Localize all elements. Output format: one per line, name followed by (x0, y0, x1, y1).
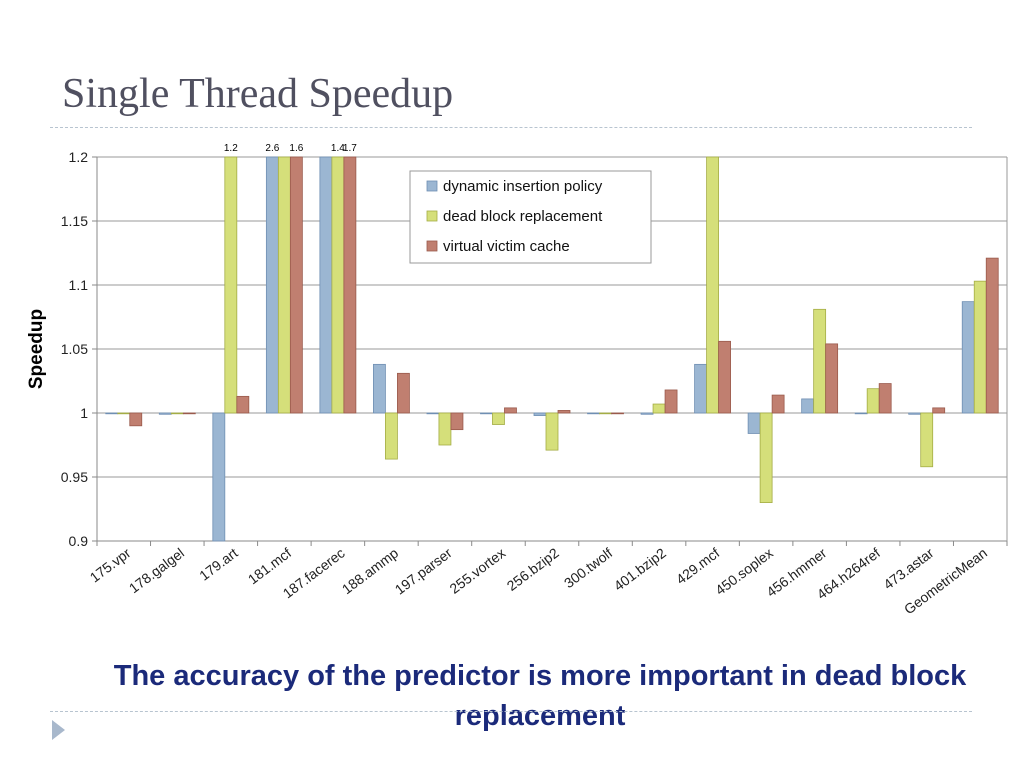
bar (373, 363, 386, 414)
bar (397, 372, 410, 414)
bar (801, 398, 815, 414)
bar (599, 412, 612, 415)
bar (587, 412, 600, 415)
bar (385, 412, 398, 460)
bar (771, 394, 785, 414)
x-tick-label: 179.art (196, 545, 241, 584)
bar (450, 412, 464, 431)
bar (343, 156, 357, 414)
legend-label: virtual victim cache (443, 238, 570, 255)
bar (438, 412, 452, 446)
x-tick-label: 429.mcf (673, 545, 722, 588)
x-tick-label: 256.bzip2 (504, 544, 562, 593)
bar (747, 412, 761, 434)
bar (985, 257, 999, 414)
bar (759, 412, 773, 503)
y-tick-label: 0.95 (61, 469, 88, 485)
legend-swatch (426, 180, 438, 192)
bar (611, 412, 624, 415)
bar (289, 156, 303, 414)
slide-caption: The accuracy of the predictor is more im… (113, 660, 967, 732)
y-tick-label: 1.1 (69, 277, 89, 293)
y-tick-label: 1 (80, 405, 88, 421)
footer-divider (50, 711, 972, 712)
data-label: 1.2 (224, 143, 238, 154)
bar (277, 156, 291, 414)
bar (504, 407, 517, 414)
bar (718, 340, 731, 414)
x-tick-label: 401.bzip2 (611, 544, 669, 593)
bar (265, 156, 279, 414)
bar (331, 156, 345, 414)
bar (557, 410, 571, 414)
x-tick-label: 188.ammp (339, 544, 402, 597)
bar (105, 412, 119, 415)
bar (932, 407, 946, 414)
slide-title: Single Thread Speedup (62, 71, 454, 117)
bar (426, 412, 440, 415)
bar (129, 412, 143, 427)
play-triangle-icon[interactable] (52, 720, 65, 740)
y-tick-label: 1.15 (61, 213, 88, 229)
bar (694, 363, 707, 414)
bar (545, 412, 559, 451)
legend-box (409, 170, 652, 264)
bar (866, 388, 880, 414)
bar (212, 412, 226, 542)
title-divider (50, 127, 972, 128)
data-label: 1.4 (331, 143, 345, 154)
y-tick-label: 1.2 (69, 149, 89, 165)
bar (813, 308, 827, 414)
legend-swatch (426, 240, 438, 252)
bar (973, 280, 987, 414)
data-label: 2.6 (265, 143, 279, 154)
x-tick-label: 181.mcf (245, 545, 294, 588)
bar (236, 395, 250, 414)
bar (878, 383, 892, 414)
bar (170, 412, 184, 415)
bar (825, 343, 839, 414)
x-tick-label: 175.vpr (87, 544, 134, 585)
bar (664, 389, 678, 414)
x-tick-label: 255.vortex (446, 545, 508, 597)
legend-label: dynamic insertion policy (443, 178, 603, 195)
y-axis-title: Speedup (26, 309, 47, 389)
y-tick-label: 1.05 (61, 341, 88, 357)
data-label: 1.6 (289, 143, 303, 154)
bar (117, 412, 131, 415)
bar (224, 156, 238, 414)
y-tick-label: 0.9 (69, 533, 89, 549)
x-tick-label: 300.twolf (561, 545, 615, 592)
bar (961, 301, 975, 414)
bar (908, 412, 922, 415)
legend-label: dead block replacement (443, 208, 603, 225)
bar (480, 412, 493, 415)
legend-swatch (426, 210, 438, 222)
x-tick-label: 197.parser (392, 544, 455, 597)
bar (854, 412, 868, 415)
bar (492, 412, 505, 425)
bar (182, 412, 196, 415)
bar (158, 412, 172, 415)
data-label: 1.7 (343, 143, 357, 154)
bar (319, 156, 333, 414)
bar (652, 403, 666, 414)
bar (706, 156, 719, 414)
bar (533, 412, 547, 416)
bar (640, 412, 654, 415)
x-tick-label: 178.galgel (126, 545, 187, 597)
bar (920, 412, 934, 468)
